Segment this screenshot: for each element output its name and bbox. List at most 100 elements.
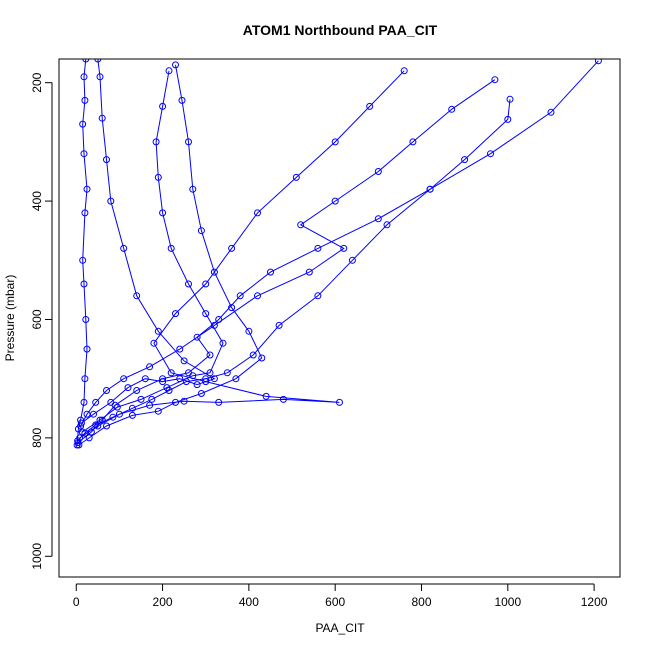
data-point (133, 387, 141, 394)
data-point (148, 395, 156, 403)
data-point (215, 398, 223, 406)
data-point (178, 96, 186, 104)
data-point (383, 221, 391, 229)
data-point (491, 76, 499, 84)
data-point (154, 407, 162, 415)
data-point (400, 67, 408, 75)
data-point (297, 221, 305, 229)
data-point (331, 138, 339, 146)
profile-line (81, 59, 216, 424)
data-point (124, 384, 132, 392)
y-tick-label: 600 (30, 309, 44, 329)
x-tick-label: 800 (411, 595, 431, 609)
data-point (154, 327, 162, 335)
data-point (197, 390, 205, 397)
data-point (141, 375, 149, 383)
data-point (331, 197, 339, 205)
y-tick-label: 200 (30, 72, 44, 92)
plot-frame (58, 58, 621, 578)
data-point (189, 372, 197, 380)
data-point (154, 173, 162, 181)
data-point (448, 105, 456, 113)
data-point (79, 120, 87, 128)
data-point (159, 209, 167, 217)
data-point (165, 67, 173, 75)
data-point (228, 304, 236, 312)
data-point (206, 351, 214, 359)
data-point (146, 363, 154, 371)
data-point (275, 321, 283, 329)
data-point (103, 387, 110, 394)
data-point (107, 398, 115, 406)
data-point (113, 403, 121, 411)
data-point (314, 244, 322, 252)
data-point (107, 197, 115, 205)
data-point (180, 397, 188, 405)
data-point (103, 156, 110, 164)
data-point (267, 268, 274, 276)
data-point (374, 215, 382, 223)
data-point (374, 168, 382, 175)
data-point (98, 114, 106, 122)
data-point (75, 441, 83, 449)
data-point (120, 244, 128, 252)
data-point (80, 150, 88, 158)
data-point (185, 138, 192, 146)
data-point (176, 345, 184, 353)
data-point (81, 429, 89, 437)
data-point (159, 102, 167, 110)
y-axis: 200 400 600 800 1000 (30, 72, 53, 570)
data-point (146, 401, 154, 409)
data-point (115, 410, 123, 418)
data-point (80, 73, 88, 81)
data-point (137, 395, 145, 403)
data-point (366, 102, 374, 110)
data-point (236, 292, 244, 300)
data-point (128, 411, 136, 419)
data-point (83, 410, 91, 418)
data-point (506, 95, 514, 103)
profile-line (79, 70, 405, 439)
data-point (103, 422, 110, 430)
data-point (180, 357, 188, 365)
data-point (487, 150, 494, 158)
data-point (96, 73, 104, 81)
data-point (81, 209, 89, 217)
data-point (202, 280, 210, 288)
data-point (594, 59, 602, 65)
data-point (279, 395, 287, 403)
data-point (348, 256, 356, 264)
x-axis: 0 200 400 600 800 1000 1200 (73, 583, 608, 609)
data-point (305, 268, 313, 276)
data-point (426, 185, 434, 193)
data-point (461, 156, 469, 164)
y-axis-label: Pressure (mbar) (3, 275, 17, 362)
data-point (210, 375, 218, 383)
data-point (79, 256, 87, 264)
data-point (167, 244, 175, 252)
data-point (128, 404, 136, 412)
data-point (80, 398, 88, 406)
profile-line (76, 59, 88, 446)
data-point (232, 375, 240, 383)
data-point (82, 316, 90, 323)
profile-line (77, 99, 511, 442)
data-point (202, 375, 210, 383)
x-axis-label: PAA_CIT (315, 621, 365, 635)
data-point (193, 381, 201, 389)
data-point (81, 375, 89, 383)
y-tick-label: 1000 (30, 543, 44, 570)
data-point (292, 173, 300, 181)
data-point (133, 292, 141, 300)
data-point (504, 115, 512, 123)
data-point (340, 244, 348, 252)
data-point (202, 310, 210, 318)
data-point (83, 185, 91, 193)
data-point (409, 138, 417, 146)
data-point (80, 280, 88, 288)
data-point (83, 345, 91, 353)
data-point (262, 392, 270, 400)
data-point (92, 398, 100, 406)
data-point (152, 138, 160, 146)
data-point (172, 310, 179, 318)
